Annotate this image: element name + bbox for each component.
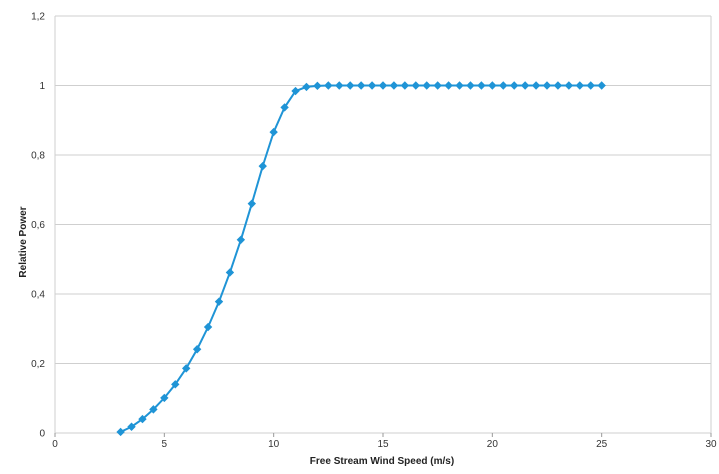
data-point (433, 81, 442, 90)
data-point (214, 297, 224, 306)
data-point (149, 405, 158, 414)
data-point (225, 268, 235, 277)
x-tick-labels: 0 5 10 15 20 25 30 (52, 439, 717, 450)
series-group (116, 81, 606, 437)
y-tick-label: 0,2 (31, 359, 45, 370)
data-point (203, 322, 213, 332)
data-point (575, 81, 584, 90)
data-point (553, 81, 563, 90)
data-point (520, 81, 530, 90)
data-point (367, 81, 377, 90)
data-point (269, 127, 278, 137)
x-tick-label: 5 (162, 439, 168, 450)
data-point (455, 81, 464, 90)
data-point (477, 81, 486, 90)
data-point (411, 81, 420, 90)
y-axis-title: Relative Power (18, 206, 29, 277)
x-tick-label: 15 (377, 439, 389, 450)
data-point (324, 81, 333, 90)
data-point (335, 81, 344, 90)
x-tick-label: 0 (52, 439, 58, 450)
data-point (499, 81, 508, 90)
data-point (171, 380, 180, 389)
data-point (531, 81, 541, 90)
data-point (400, 81, 410, 90)
y-tick-label: 0,6 (31, 220, 45, 231)
data-point (127, 422, 136, 431)
data-point (236, 235, 246, 244)
data-point (346, 81, 355, 90)
y-tick-label: 1 (39, 81, 45, 92)
data-point (356, 81, 366, 90)
data-point (138, 414, 147, 424)
data-point (488, 81, 497, 90)
data-point (586, 81, 595, 90)
data-point (192, 345, 202, 354)
data-point (378, 81, 388, 90)
y-tick-label: 0,4 (31, 290, 45, 301)
data-point (258, 161, 267, 171)
data-point (510, 81, 519, 90)
data-point (182, 364, 191, 373)
data-point (444, 81, 453, 90)
y-tick-label: 0,8 (31, 151, 45, 162)
data-point (247, 199, 256, 208)
x-tick-label: 30 (705, 439, 717, 450)
data-point (313, 81, 322, 91)
data-point (597, 81, 606, 90)
x-tick-label: 20 (487, 439, 499, 450)
data-point (291, 86, 300, 96)
data-point (422, 81, 431, 90)
data-point (116, 427, 125, 437)
data-point (564, 81, 574, 90)
data-point (302, 82, 311, 92)
x-tick-label: 10 (268, 439, 280, 450)
y-tick-label: 0 (39, 429, 45, 440)
y-tick-label: 1,2 (31, 12, 45, 23)
data-point (466, 81, 475, 90)
data-point (389, 81, 399, 90)
data-point (280, 103, 289, 112)
data-point (160, 393, 169, 403)
y-tick-labels: 0 0,2 0,4 0,6 0,8 1 1,2 (31, 12, 45, 440)
data-point (542, 81, 552, 90)
x-tick-label: 25 (596, 439, 608, 450)
x-axis-title: Free Stream Wind Speed (m/s) (310, 456, 454, 467)
